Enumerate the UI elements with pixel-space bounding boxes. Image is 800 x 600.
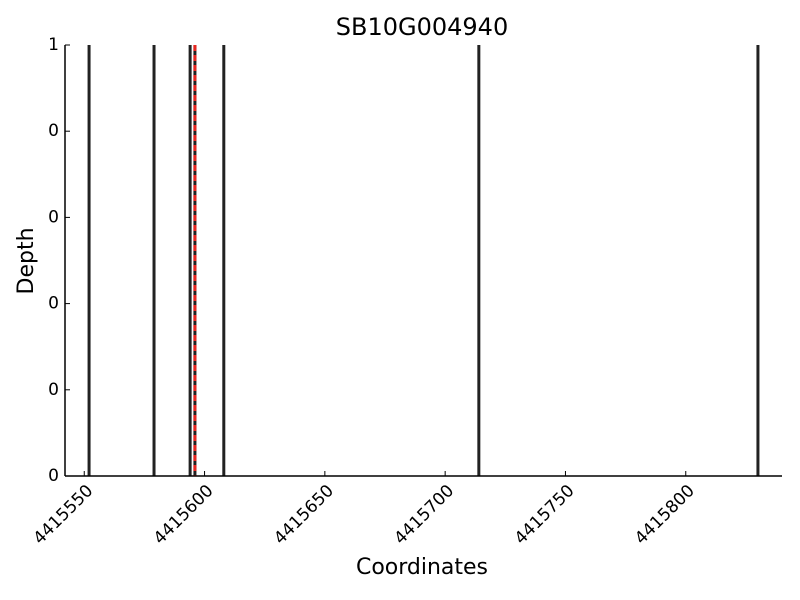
y-tick-label: 0 (48, 380, 59, 400)
y-tick-label: 0 (48, 466, 59, 486)
bar (222, 45, 226, 476)
y-tick-label: 1 (48, 35, 59, 55)
y-tick-label: 0 (48, 121, 59, 141)
bar (756, 45, 760, 476)
bar (87, 45, 91, 476)
bar (188, 45, 192, 476)
y-tick-label: 0 (48, 207, 59, 227)
y-axis-label: Depth (14, 227, 39, 294)
y-tick-label: 0 (48, 294, 59, 314)
bar (477, 45, 481, 476)
bar (152, 45, 156, 476)
chart-title: SB10G004940 (336, 13, 508, 41)
x-axis-label: Coordinates (356, 555, 488, 580)
